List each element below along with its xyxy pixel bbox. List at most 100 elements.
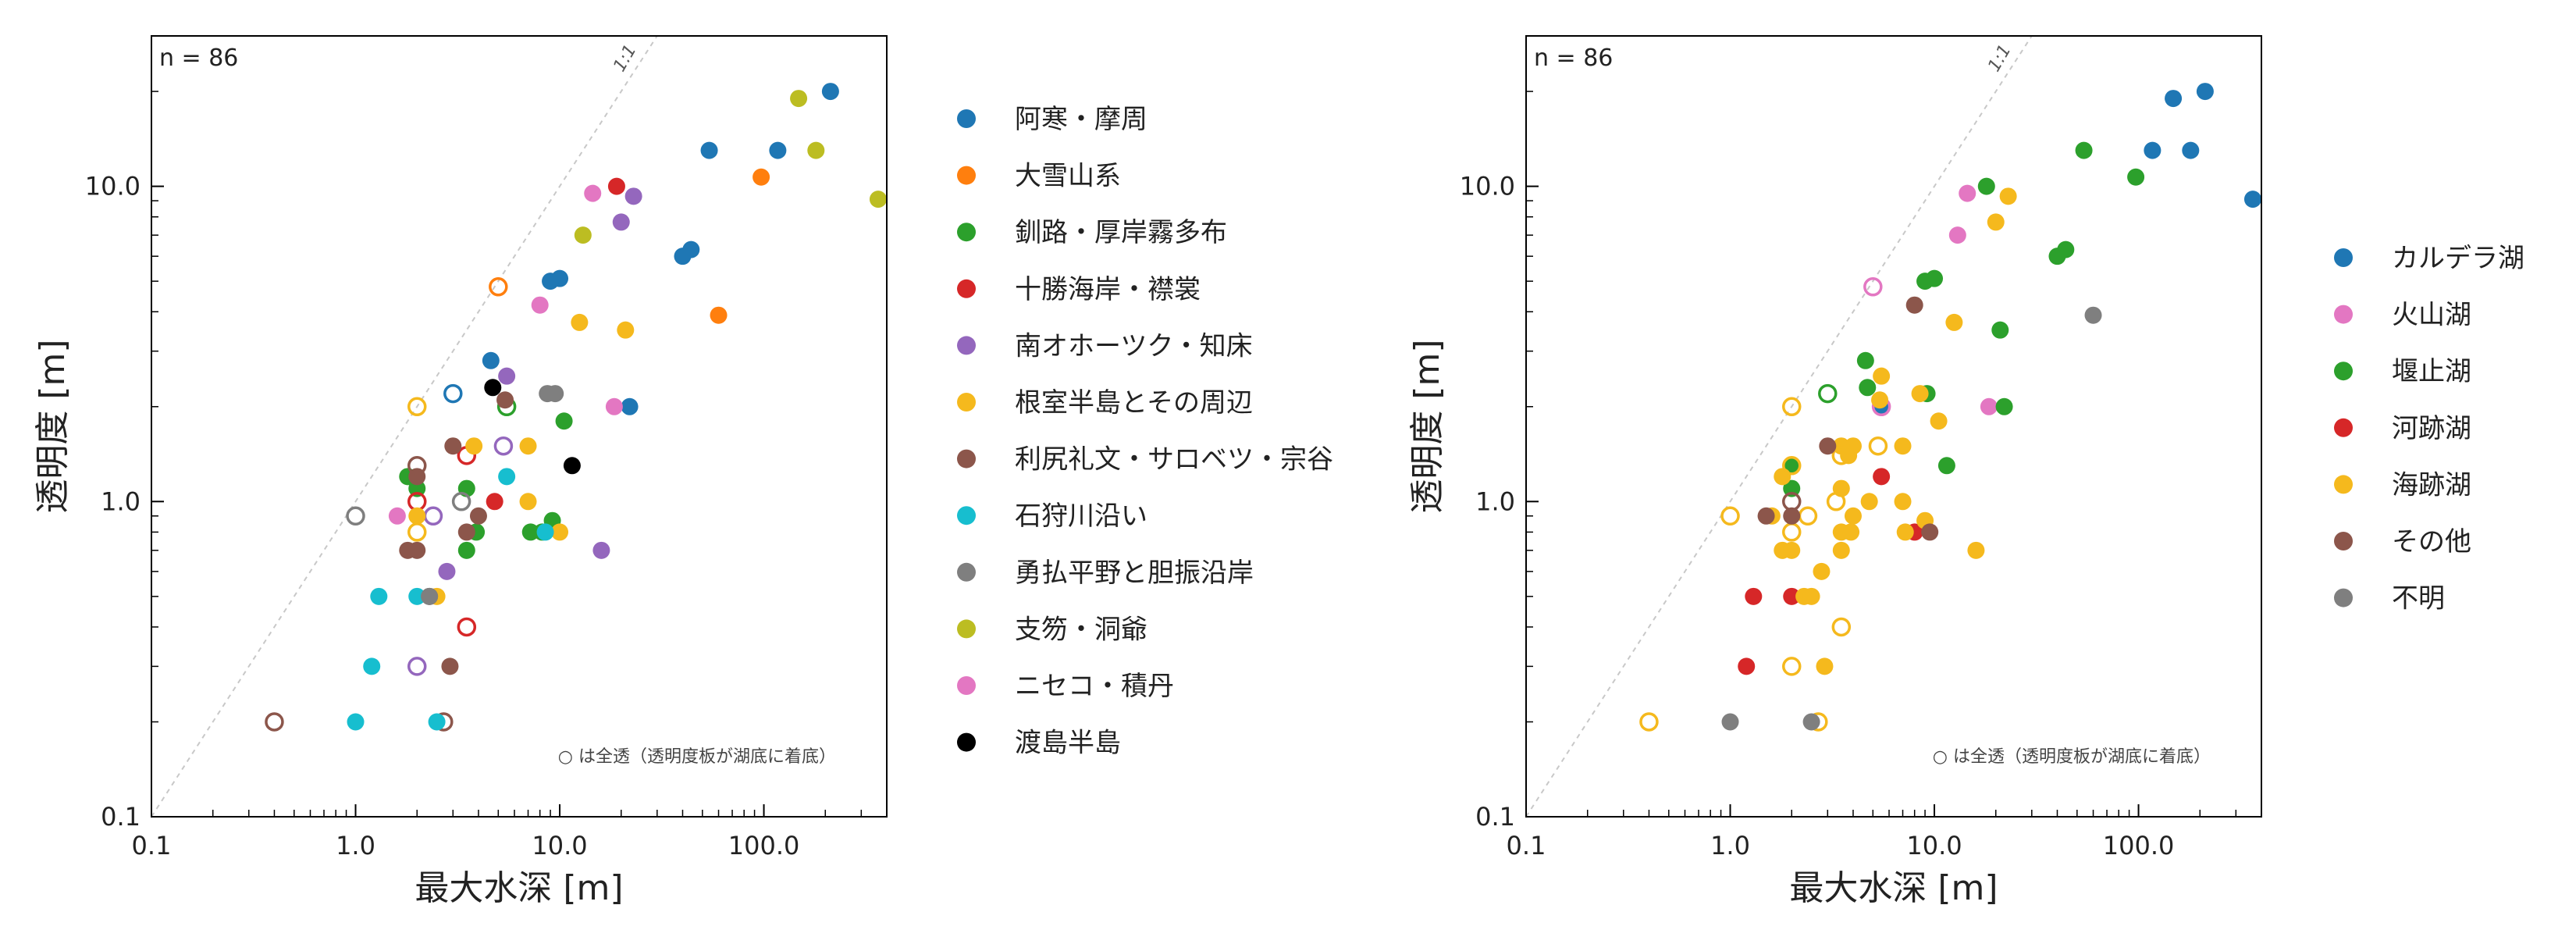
open-data-point-series-7 xyxy=(407,456,427,476)
data-point-series-6 xyxy=(571,313,589,331)
data-point-series-1 xyxy=(2144,141,2161,159)
data-points xyxy=(1639,83,2261,732)
legend-label: 十勝海岸・襟裳 xyxy=(1015,274,1201,305)
data-point-series-5 xyxy=(1774,468,1791,486)
data-point-series-8 xyxy=(347,713,365,731)
data-point-series-11 xyxy=(605,397,623,415)
data-point-series-7 xyxy=(441,657,459,675)
y-tick-label: 10.0 xyxy=(85,172,141,201)
legend-marker xyxy=(957,676,976,695)
data-point-series-5 xyxy=(624,187,642,205)
legend-marker xyxy=(957,562,976,582)
data-point-series-3 xyxy=(555,412,573,430)
y-tick-label: 10.0 xyxy=(1460,172,1515,201)
data-point-series-3 xyxy=(457,541,475,559)
data-point-series-6 xyxy=(1783,507,1801,525)
data-point-series-3 xyxy=(1783,479,1801,497)
data-point-series-1 xyxy=(621,397,639,415)
data-point-series-1 xyxy=(769,141,787,159)
data-point-series-2 xyxy=(753,168,770,186)
open-data-point-series-5 xyxy=(1798,506,1818,526)
data-points xyxy=(265,83,887,732)
open-data-point-series-5 xyxy=(1868,436,1888,456)
x-tick-label: 100.0 xyxy=(2103,831,2175,860)
legend-label: 火山湖 xyxy=(2392,300,2471,331)
data-point-series-8 xyxy=(536,523,554,541)
data-point-series-11 xyxy=(584,184,602,202)
open-data-point-series-1 xyxy=(443,383,463,404)
data-point-series-6 xyxy=(408,507,426,525)
data-point-series-1 xyxy=(821,83,839,101)
open-data-point-series-3 xyxy=(1818,383,1838,404)
legend-label: 根室半島とその周辺 xyxy=(1015,387,1253,419)
data-point-series-5 xyxy=(1896,523,1914,541)
data-point-series-5 xyxy=(438,562,456,580)
data-point-series-12 xyxy=(484,379,502,397)
open-data-point-series-5 xyxy=(1720,506,1740,526)
legend-marker xyxy=(2334,248,2353,267)
open-circle-note: ○ は全透（透明度板が湖底に着底） xyxy=(558,747,836,767)
legend-marker xyxy=(957,336,976,355)
data-point-series-3 xyxy=(1856,351,1874,369)
data-point-series-6 xyxy=(1905,296,1923,314)
legend-marker xyxy=(957,619,976,639)
legend-marker xyxy=(2334,418,2353,437)
open-data-point-series-5 xyxy=(1781,456,1802,476)
open-data-point-series-5 xyxy=(407,657,427,676)
data-point-series-3 xyxy=(1977,177,1995,195)
data-point-series-6 xyxy=(519,493,537,511)
data-point-series-5 xyxy=(1911,385,1929,403)
open-data-point-series-7 xyxy=(265,712,284,732)
data-point-series-11 xyxy=(531,296,549,314)
data-point-series-10 xyxy=(790,90,808,108)
data-point-series-7 xyxy=(469,507,487,525)
legend-marker xyxy=(957,393,976,411)
data-point-series-10 xyxy=(869,191,887,208)
x-axis-title: 最大水深 [m] xyxy=(415,868,623,908)
open-data-point-series-5 xyxy=(493,436,514,456)
data-point-series-5 xyxy=(1871,391,1889,409)
open-data-point-series-5 xyxy=(1781,522,1802,542)
data-point-series-4 xyxy=(1738,657,1756,675)
y-tick-label: 0.1 xyxy=(101,802,141,832)
data-point-series-7 xyxy=(457,523,475,541)
data-point-series-3 xyxy=(1991,321,2009,339)
plot-frame xyxy=(1525,35,2262,818)
data-point-series-5 xyxy=(1930,412,1948,430)
data-point-series-1 xyxy=(2196,83,2214,101)
y-tick-label: 1.0 xyxy=(101,486,141,516)
data-point-series-1 xyxy=(2243,191,2261,208)
data-point-series-3 xyxy=(1995,397,2013,415)
legend-marker xyxy=(957,166,976,185)
legend-label: 不明 xyxy=(2392,583,2445,615)
open-data-point-series-5 xyxy=(423,506,443,526)
data-point-series-7 xyxy=(2084,306,2102,324)
legend-label: 南オホーツク・知床 xyxy=(1015,330,1253,362)
legend-label: カルデラ湖 xyxy=(2392,243,2524,274)
open-circle-note: ○ は全透（透明度板が湖底に着底） xyxy=(1933,747,2211,767)
data-point-series-6 xyxy=(519,437,537,455)
legend-marker xyxy=(2334,588,2353,607)
open-data-point-series-6 xyxy=(1781,492,1802,511)
data-point-series-9 xyxy=(546,385,564,403)
data-point-series-3 xyxy=(521,523,539,541)
y-tick-label: 0.1 xyxy=(1475,802,1515,832)
data-point-series-5 xyxy=(1987,213,2005,231)
legend-label: 河跡湖 xyxy=(2392,413,2471,444)
data-point-series-4 xyxy=(486,493,503,511)
data-point-series-5 xyxy=(1967,541,1985,559)
open-data-point-series-5 xyxy=(1781,657,1802,676)
legend-marker xyxy=(957,223,976,242)
open-data-point-series-2 xyxy=(489,277,508,297)
legend-label: 利尻礼文・サロベツ・宗谷 xyxy=(1015,444,1333,476)
data-point-series-2 xyxy=(710,306,728,324)
data-point-series-6 xyxy=(617,321,635,339)
data-point-series-3 xyxy=(408,479,426,497)
reference-line-label: 1:1 xyxy=(1984,41,2015,75)
open-data-point-series-9 xyxy=(346,506,365,526)
data-point-series-3 xyxy=(2127,168,2145,186)
open-data-point-series-6 xyxy=(407,522,427,542)
legend-marker xyxy=(2334,362,2353,381)
x-axis-title: 最大水深 [m] xyxy=(1789,868,1998,908)
